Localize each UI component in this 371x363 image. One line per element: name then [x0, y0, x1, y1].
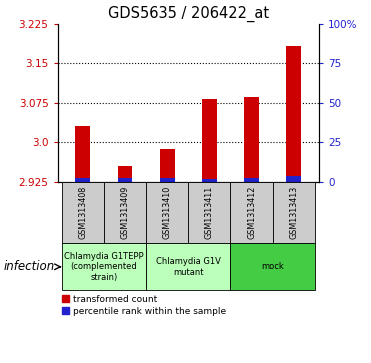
Text: GSM1313410: GSM1313410 [163, 186, 172, 239]
Bar [202, 179, 217, 182]
Bar [188, 182, 230, 243]
Bar [118, 166, 132, 182]
Bar [62, 182, 104, 243]
Text: GSM1313411: GSM1313411 [205, 186, 214, 239]
Bar [160, 178, 175, 182]
Bar [146, 182, 188, 243]
Bar [75, 126, 90, 182]
Bar [230, 243, 315, 290]
Bar [104, 182, 146, 243]
Text: Chlamydia G1TEPP
(complemented
strain): Chlamydia G1TEPP (complemented strain) [64, 252, 144, 282]
Text: mock: mock [261, 262, 284, 271]
Text: GSM1313408: GSM1313408 [78, 186, 87, 239]
Bar [230, 182, 273, 243]
Text: GSM1313413: GSM1313413 [289, 186, 298, 239]
Title: GDS5635 / 206422_at: GDS5635 / 206422_at [108, 6, 269, 22]
Bar [62, 243, 146, 290]
Bar [244, 97, 259, 182]
Bar [118, 178, 132, 182]
Text: Chlamydia G1V
mutant: Chlamydia G1V mutant [156, 257, 221, 277]
Bar [273, 182, 315, 243]
Bar [75, 178, 90, 182]
Text: infection: infection [4, 260, 55, 273]
Legend: transformed count, percentile rank within the sample: transformed count, percentile rank withi… [62, 295, 226, 315]
Bar [286, 176, 301, 182]
Bar [202, 99, 217, 182]
Bar [160, 149, 175, 182]
Bar [286, 46, 301, 182]
Bar [146, 243, 230, 290]
Text: GSM1313412: GSM1313412 [247, 185, 256, 239]
Text: GSM1313409: GSM1313409 [121, 185, 129, 239]
Bar [244, 178, 259, 182]
